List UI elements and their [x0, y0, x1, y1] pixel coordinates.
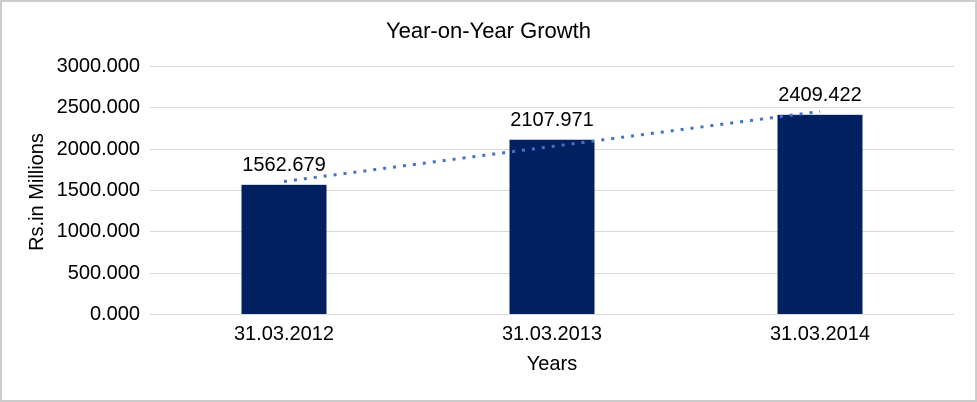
- y-tick-label: 500.000: [67, 261, 140, 284]
- bar: [777, 114, 863, 315]
- y-tick-label: 1500.000: [56, 179, 140, 201]
- bar-value-label: 2107.971: [510, 108, 594, 131]
- y-tick-label: 1000.000: [56, 220, 140, 243]
- bar: [509, 139, 595, 314]
- trendline: [283, 109, 821, 183]
- y-tick-label: 2000.000: [56, 137, 140, 160]
- bar: [241, 184, 327, 314]
- y-tick-label: 3000.000: [56, 55, 140, 77]
- x-axis-title: Years: [526, 353, 578, 375]
- bar-value-label: 1562.679: [242, 153, 326, 176]
- chart-title: Year-on-Year Growth: [385, 18, 592, 43]
- x-category-label: 31.03.2014: [769, 323, 871, 345]
- y-tick-label: 0.000: [89, 303, 140, 325]
- y-tick-label: 2500.000: [56, 96, 140, 119]
- x-category-label: 31.03.2013: [501, 323, 603, 345]
- bar-value-label: 2409.422: [778, 83, 862, 106]
- x-category-label: 31.03.2012: [233, 323, 335, 345]
